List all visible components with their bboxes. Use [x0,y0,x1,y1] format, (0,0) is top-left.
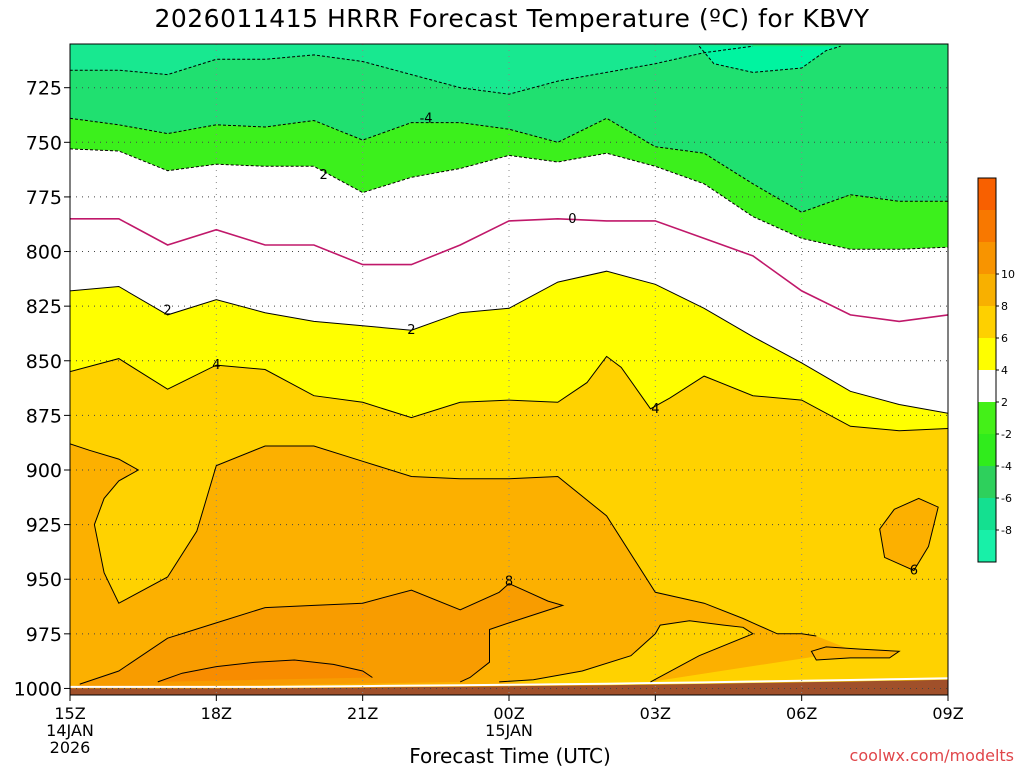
y-tick-label: 875 [26,405,62,427]
colorbar-cell [978,242,996,274]
isotherm-4 [70,355,948,432]
isotherm-10 [157,659,373,683]
contour-label: 2 [320,168,328,183]
x-tick-label: 15JAN [485,721,533,740]
colorbar-label: -4 [1001,460,1012,473]
colorbar-cell [978,338,996,370]
isotherm--6 [698,45,841,73]
isotherm-6 [499,620,754,683]
contour-label: 8 [505,574,513,589]
plot-area: -4 2 0 2 2 4 4 8 6 [70,44,948,695]
colorbar-cell [978,530,996,562]
y-tick-label: 900 [26,460,62,482]
y-tick-label: 750 [26,132,62,154]
isotherm-8 [79,583,565,685]
isotherm--8 [70,45,753,95]
colorbar-label: -2 [1001,428,1012,441]
y-tick-label: 950 [26,569,62,591]
x-tick-label: 21Z [347,704,378,723]
y-tick-label: 925 [26,515,62,537]
contour-label: 2 [163,304,171,319]
y-tick-label: 725 [26,78,62,100]
y-tick-label: 850 [26,351,62,373]
contour-label: 4 [212,358,220,373]
isotherm-2 [70,270,948,414]
band-6-to-8-isolated [879,498,939,571]
band-4-to-6-lowlevel [499,620,948,695]
colorbar-cell [978,178,996,210]
x-tick-label: 18Z [201,704,232,723]
x-tick-label: 06Z [786,704,817,723]
colorbar-cell [978,402,996,434]
contour-label: 2 [407,323,415,338]
colorbar-cell [978,306,996,338]
band-above-10 [157,660,373,682]
band-below-minus8 [699,46,841,73]
isotherm-6 [810,646,901,661]
x-tick-label: 14JAN [46,721,94,740]
credit-link[interactable]: coolwx.com/modelts [849,746,1014,765]
colorbar-label: -6 [1001,492,1012,505]
contour-label: 4 [651,402,659,417]
isotherm-6 [879,497,939,572]
band-8-to-10 [70,583,563,689]
band-minus2-to-2 [70,148,948,414]
x-tick-label: 2026 [50,738,91,757]
isotherm-6 [70,443,817,637]
colorbar-label: 2 [1001,396,1008,409]
y-tick-label: 975 [26,624,62,646]
x-tick-label: 15Z [54,704,85,723]
colorbar-label: 4 [1001,364,1008,377]
y-tick-label: 775 [26,187,62,209]
colorbar-label: 6 [1001,332,1008,345]
x-tick-label: 03Z [640,704,671,723]
colorbar-cell [978,274,996,306]
contour-label: 6 [910,563,918,578]
isotherm--2 [70,148,948,250]
colorbar-cell [978,370,996,402]
band-minus8-to-minus6 [70,44,753,95]
ground-surface [70,679,948,695]
colorbar-cell [978,498,996,530]
x-axis-label: Forecast Time (UTC) [409,744,611,768]
colorbar-label: 10 [1001,268,1015,281]
x-tick-label: 00Z [493,704,524,723]
chart-title: 2026011415 HRRR Forecast Temperature (ºC… [154,4,870,33]
contour-label: -4 [420,111,433,126]
y-tick-label: 800 [26,242,62,264]
colorbar-cell [978,434,996,466]
colorbar-label: 8 [1001,300,1008,313]
isotherm-0 [70,217,948,323]
band-minus4-to-minus2 [70,118,948,250]
contour-label: 0 [568,212,576,227]
colorbar-cell [978,466,996,498]
y-tick-label: 825 [26,296,62,318]
colorbar-cell [978,210,996,242]
colorbar-label: -8 [1001,524,1012,537]
x-tick-label: 09Z [932,704,963,723]
y-tick-label: 1000 [14,678,62,700]
